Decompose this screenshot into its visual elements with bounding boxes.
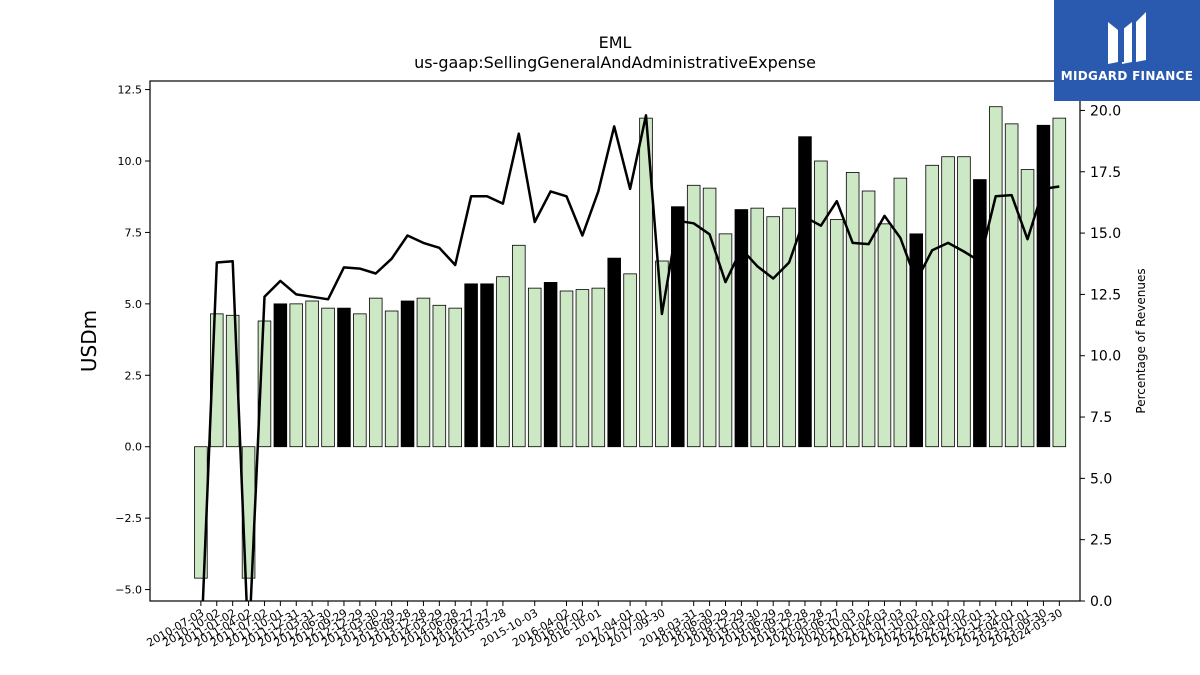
y-tick-label: 7.5 bbox=[125, 226, 143, 239]
bar bbox=[814, 160, 828, 448]
bar bbox=[830, 219, 844, 448]
bar bbox=[686, 184, 701, 448]
bar bbox=[384, 310, 399, 448]
bar bbox=[734, 209, 749, 448]
y2-axis-label: Percentage of Revenues bbox=[1134, 268, 1148, 413]
bar bbox=[766, 216, 780, 448]
bar bbox=[798, 136, 812, 448]
y-tick-label: −2.5 bbox=[115, 512, 142, 525]
bar bbox=[305, 300, 319, 448]
logo-text: MIDGARD FINANCE bbox=[1060, 69, 1194, 83]
bar bbox=[1036, 124, 1051, 448]
bar bbox=[400, 300, 415, 448]
bar bbox=[702, 187, 717, 448]
y-tick-label: 5.0 bbox=[125, 298, 143, 311]
bar bbox=[527, 287, 542, 448]
bar bbox=[1020, 169, 1035, 448]
bar bbox=[464, 283, 478, 448]
bar bbox=[337, 307, 351, 448]
y-tick-label: 2.5 bbox=[125, 369, 143, 382]
y2-tick-label: 12.5 bbox=[1090, 287, 1121, 303]
y-tick-label: 0.0 bbox=[125, 441, 143, 454]
bar bbox=[655, 260, 669, 448]
chart-title: EML bbox=[598, 33, 632, 52]
bar bbox=[273, 303, 288, 448]
bar bbox=[925, 164, 939, 448]
y2-tick-label: 10.0 bbox=[1090, 349, 1121, 365]
bar bbox=[575, 289, 590, 448]
y2-tick-label: 17.5 bbox=[1090, 165, 1121, 181]
bar bbox=[543, 282, 558, 448]
y2-tick-label: 15.0 bbox=[1090, 226, 1121, 242]
y2-tick-label: 7.5 bbox=[1090, 410, 1112, 426]
bar bbox=[1004, 123, 1019, 448]
bar bbox=[861, 190, 876, 448]
bar bbox=[607, 257, 621, 448]
bar bbox=[750, 207, 765, 448]
bar bbox=[623, 273, 637, 448]
bar bbox=[496, 276, 510, 448]
brand-logo: MIDGARD FINANCE bbox=[1054, 0, 1200, 101]
bar bbox=[353, 313, 367, 448]
y-tick-label: −5.0 bbox=[115, 584, 142, 597]
bar bbox=[591, 287, 606, 448]
bar bbox=[432, 304, 447, 448]
bar bbox=[957, 156, 971, 448]
y2-tick-label: 20.0 bbox=[1090, 103, 1121, 119]
bar bbox=[941, 156, 955, 448]
bar bbox=[480, 283, 494, 448]
y-axis-label: USDm bbox=[77, 310, 101, 372]
y2-tick-label: 2.5 bbox=[1090, 533, 1112, 549]
bar bbox=[909, 233, 924, 448]
bar bbox=[845, 172, 860, 448]
bar bbox=[718, 233, 733, 448]
y2-tick-label: 5.0 bbox=[1090, 471, 1112, 487]
bar bbox=[321, 307, 335, 448]
bar bbox=[973, 179, 987, 448]
bar bbox=[893, 177, 908, 448]
bar bbox=[512, 244, 526, 448]
plot-frame bbox=[149, 80, 1081, 602]
y2-tick-label: 0.0 bbox=[1090, 594, 1112, 610]
chart-subtitle: us-gaap:SellingGeneralAndAdministrativeE… bbox=[414, 53, 816, 72]
bar bbox=[368, 297, 383, 448]
bar bbox=[671, 206, 685, 448]
percentage-line bbox=[201, 114, 1060, 601]
bar bbox=[448, 307, 462, 448]
bar bbox=[416, 297, 431, 448]
bar bbox=[877, 223, 892, 448]
logo-mark-icon bbox=[1108, 12, 1146, 64]
bar bbox=[988, 106, 1003, 448]
bar bbox=[1052, 117, 1067, 448]
bar bbox=[782, 207, 796, 448]
bar bbox=[559, 290, 574, 448]
y-tick-label: 12.5 bbox=[118, 84, 143, 97]
bar bbox=[289, 303, 304, 448]
y-tick-label: 10.0 bbox=[118, 155, 143, 168]
